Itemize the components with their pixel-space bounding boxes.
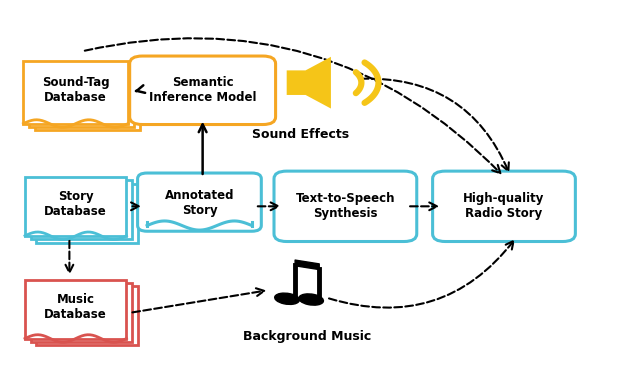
Text: Background Music: Background Music xyxy=(243,330,371,343)
Text: Text-to-Speech
Synthesis: Text-to-Speech Synthesis xyxy=(296,192,395,220)
Text: Sound Effects: Sound Effects xyxy=(252,128,349,141)
FancyBboxPatch shape xyxy=(31,283,132,342)
Text: Music
Database: Music Database xyxy=(44,293,107,321)
FancyBboxPatch shape xyxy=(35,68,140,130)
Text: Story
Database: Story Database xyxy=(44,190,107,218)
Text: High-quality
Radio Story: High-quality Radio Story xyxy=(463,192,545,220)
Polygon shape xyxy=(287,57,331,108)
FancyBboxPatch shape xyxy=(25,177,127,236)
FancyBboxPatch shape xyxy=(130,56,276,125)
FancyBboxPatch shape xyxy=(433,171,575,242)
FancyBboxPatch shape xyxy=(29,64,134,127)
Ellipse shape xyxy=(299,294,323,305)
FancyBboxPatch shape xyxy=(274,171,417,242)
Text: Semantic
Inference Model: Semantic Inference Model xyxy=(149,76,257,104)
Text: Sound-Tag
Database: Sound-Tag Database xyxy=(42,76,109,104)
Ellipse shape xyxy=(275,293,300,305)
FancyBboxPatch shape xyxy=(24,61,128,124)
FancyBboxPatch shape xyxy=(138,173,261,231)
FancyBboxPatch shape xyxy=(36,184,138,243)
Text: Annotated
Story: Annotated Story xyxy=(164,188,234,217)
FancyBboxPatch shape xyxy=(36,286,138,345)
FancyBboxPatch shape xyxy=(25,279,127,339)
FancyBboxPatch shape xyxy=(31,180,132,239)
